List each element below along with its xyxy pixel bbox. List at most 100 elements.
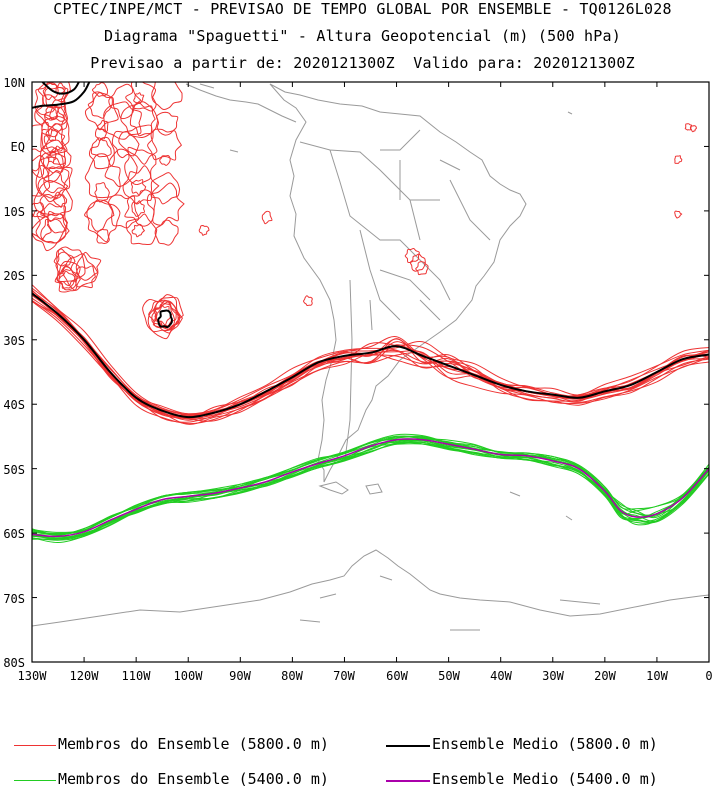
axis-ticks xyxy=(31,81,710,663)
ensemble-member-5800-closed-contour xyxy=(129,102,156,137)
ensemble-member-5800-closed-contour xyxy=(32,155,46,178)
central-america-coast xyxy=(185,83,297,123)
ensemble-member-5400-line xyxy=(32,438,709,536)
ensemble-member-5800-closed-contour xyxy=(150,172,181,205)
ensemble-member-5800-closed-contour xyxy=(146,182,185,226)
ensemble-member-5800-closed-contour xyxy=(88,136,115,170)
ensemble-member-5800-closed-contour xyxy=(154,300,181,330)
ensemble-member-5800-closed-contour xyxy=(198,224,210,236)
ensemble-member-5800-closed-contour xyxy=(43,128,66,154)
ensemble-member-5800-line xyxy=(32,284,709,415)
lat-label: 30S xyxy=(3,334,25,348)
ensemble-member-5800-closed-contour xyxy=(151,82,183,110)
south-america-coast xyxy=(269,83,527,483)
lon-label: 70W xyxy=(333,669,355,683)
legend-member-5400: Membros do Ensemble (5400.0 m) xyxy=(58,770,329,788)
lat-label: EQ xyxy=(11,140,25,154)
legend-swatch-mean-5400 xyxy=(386,780,430,782)
lon-label: 130W xyxy=(18,669,48,683)
ensemble-member-5800-closed-contour xyxy=(55,82,66,96)
ensemble-member-5800-closed-contour xyxy=(154,219,179,246)
lon-label: 30W xyxy=(542,669,564,683)
ensemble-member-5800-line xyxy=(32,301,709,422)
ensemble-member-5800-closed-contour xyxy=(94,182,110,203)
ensemble-member-5400-line xyxy=(32,433,709,536)
lon-label: 100W xyxy=(174,669,204,683)
ensemble-member-5800-closed-contour xyxy=(87,91,113,119)
ensemble-member-5800-closed-contour xyxy=(689,125,697,133)
lat-label: 20S xyxy=(3,269,25,283)
ensemble-member-5800-closed-contour xyxy=(58,270,76,289)
ensemble-member-5800-closed-contour xyxy=(32,201,46,218)
ensemble-member-5800-closed-contour xyxy=(41,115,70,151)
ensemble-member-5800-closed-contour xyxy=(111,130,140,159)
lon-label: 80W xyxy=(281,669,303,683)
legend-member-5800: Membros do Ensemble (5800.0 m) xyxy=(58,735,329,753)
ensemble-member-5800-closed-contour xyxy=(90,137,112,158)
ensemble-member-5800-closed-contour xyxy=(40,139,72,169)
ensemble-member-5800-closed-contour xyxy=(55,246,86,283)
map-panel: 10N EQ 10S 20S 30S 40S 50S 60S 70S 80S 1… xyxy=(3,76,713,683)
ensemble-member-5800-closed-contour xyxy=(131,223,146,238)
ensemble-member-5800-line xyxy=(32,299,709,425)
lon-label: 10W xyxy=(646,669,668,683)
ensemble-member-5400-line xyxy=(32,439,709,540)
antarctica-coast xyxy=(32,549,709,631)
title-line-2: Diagrama "Spaguetti" - Altura Geopotenci… xyxy=(104,27,621,45)
ensemble-member-5800-closed-contour xyxy=(47,210,68,234)
lat-label: 70S xyxy=(3,592,25,606)
ensemble-member-5800-closed-contour xyxy=(32,209,52,240)
ensemble-member-5800-closed-contour xyxy=(131,200,145,217)
ensemble-member-5800-line xyxy=(32,287,709,415)
ensemble-member-5800-closed-contour xyxy=(40,218,67,244)
ensemble-member-5800-closed-contour xyxy=(94,128,107,142)
ensemble-member-5800-closed-contour xyxy=(674,155,683,164)
lat-label: 80S xyxy=(3,656,25,670)
legend-mean-5800: Ensemble Medio (5800.0 m) xyxy=(432,735,658,753)
plot-frame xyxy=(31,81,710,663)
lat-label: 50S xyxy=(3,463,25,477)
ensemble-member-5800-closed-contour xyxy=(684,123,693,131)
ensemble-member-5800-closed-contour xyxy=(35,203,69,244)
lon-axis-labels: 130W 120W 110W 100W 90W 80W 70W 60W 50W … xyxy=(18,669,713,683)
islands xyxy=(229,111,573,521)
ensemble-member-5800-closed-contour xyxy=(32,121,51,153)
ensemble-member-5800-closed-contour xyxy=(130,179,147,196)
ensemble-member-5800-closed-contour xyxy=(120,101,159,139)
legend-swatch-member-5400 xyxy=(14,780,56,781)
ensemble-member-5800-closed-contour xyxy=(118,124,158,165)
lon-label: 120W xyxy=(70,669,100,683)
lat-label: 60S xyxy=(3,527,25,541)
lon-label: 20W xyxy=(594,669,616,683)
ensemble-member-5800-closed-contour xyxy=(37,171,69,203)
lat-axis-labels: 10N EQ 10S 20S 30S 40S 50S 60S 70S 80S xyxy=(3,76,25,670)
ensemble-member-5800-closed-contour xyxy=(124,189,156,227)
legend-swatch-member-5800 xyxy=(14,745,56,746)
ensemble-member-5800-closed-contour xyxy=(103,101,142,140)
ensemble-member-5800-closed-contour xyxy=(86,200,121,243)
lon-label: 110W xyxy=(122,669,152,683)
ensemble-member-5800-closed-contour xyxy=(155,111,179,136)
map-content xyxy=(32,82,709,631)
ensemble-member-5800-closed-contour xyxy=(302,295,313,307)
ensemble-member-closed-contours xyxy=(32,82,697,340)
ensemble-member-5800-closed-contour xyxy=(148,300,176,329)
title-line-1: CPTEC/INPE/MCT - PREVISAO DE TEMPO GLOBA… xyxy=(53,0,672,18)
ensemble-mean-5800-line xyxy=(41,82,80,95)
ensemble-member-5800-closed-contour xyxy=(33,180,73,217)
ensemble-member-5800-closed-contour xyxy=(674,210,683,219)
lon-label: 60W xyxy=(386,669,408,683)
ensemble-member-5800-closed-contour xyxy=(32,165,51,197)
ensemble-member-5800-closed-contour xyxy=(52,191,68,208)
ensemble-member-5800-closed-contour xyxy=(84,92,119,130)
ensemble-member-5800-closed-contour xyxy=(44,86,66,109)
ensemble-members-5400 xyxy=(32,433,709,544)
ensemble-member-5800-closed-contour xyxy=(125,82,157,112)
lon-label: 40W xyxy=(490,669,512,683)
ensemble-mean-5800-line xyxy=(32,292,709,419)
lat-label: 10N xyxy=(3,76,25,90)
ensemble-member-5800-closed-contour xyxy=(404,247,420,263)
ensemble-member-5800-closed-contour xyxy=(46,151,64,174)
coastlines xyxy=(32,83,709,631)
ensemble-member-5800-closed-contour xyxy=(91,82,109,97)
